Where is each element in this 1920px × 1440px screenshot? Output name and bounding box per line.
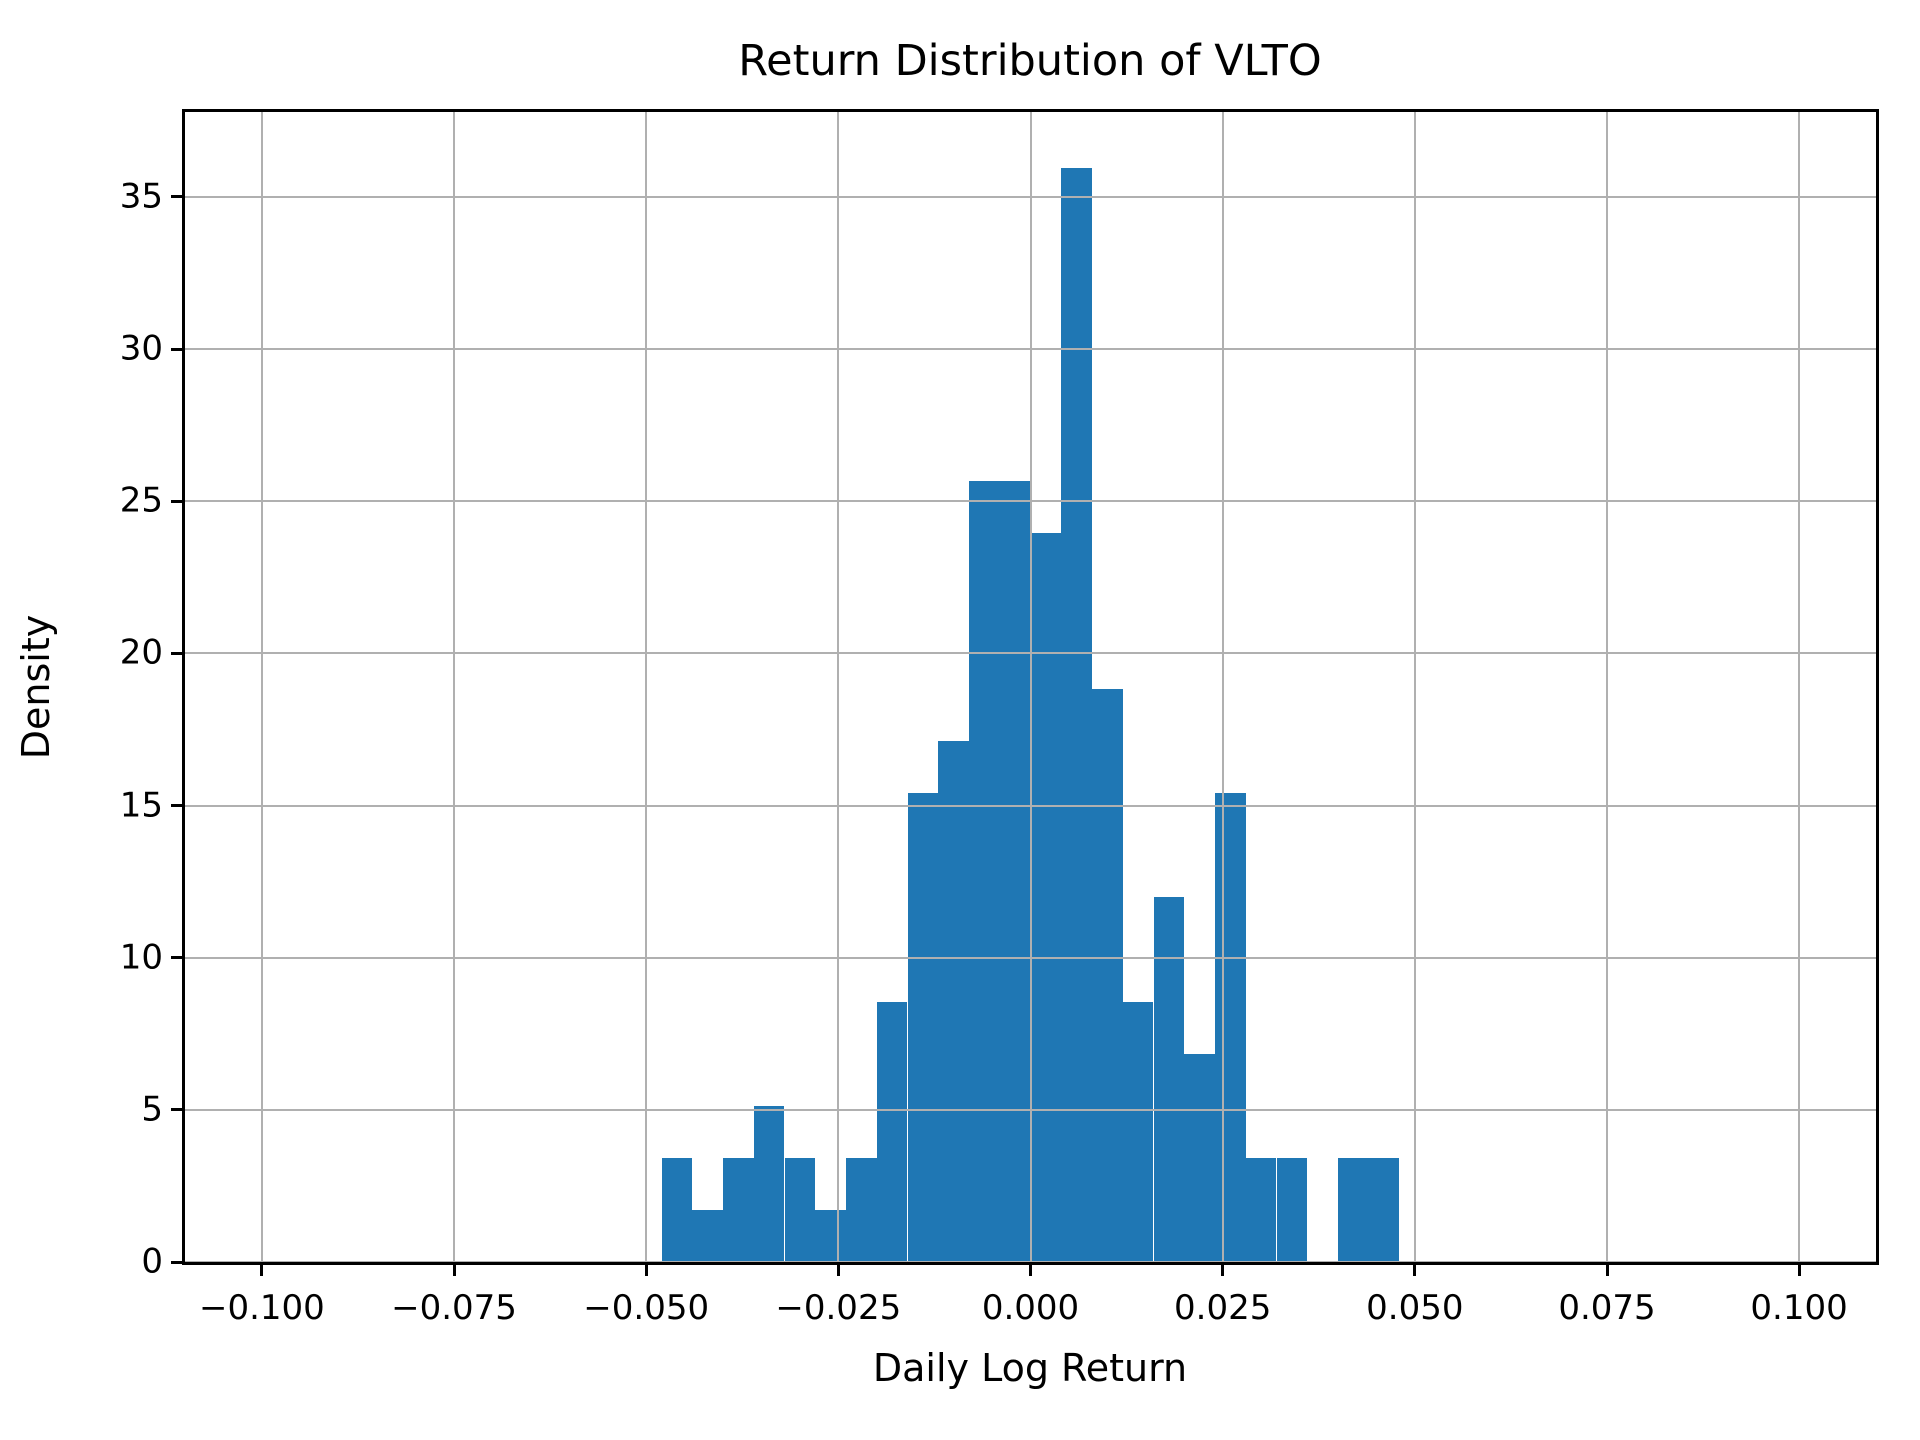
chart-title: Return Distribution of VLTO	[738, 36, 1322, 86]
histogram-bar	[1245, 1157, 1277, 1262]
y-tick	[171, 195, 185, 199]
y-tick	[171, 1260, 185, 1264]
y-tick	[171, 499, 185, 503]
y-tick-label: 35	[119, 176, 163, 217]
y-gridline	[185, 956, 1876, 959]
histogram-bar	[1061, 167, 1092, 1262]
y-tick-label: 20	[119, 632, 163, 673]
x-tick-label: 0.075	[1558, 1288, 1656, 1328]
histogram-bar	[1338, 1157, 1369, 1262]
x-gridline	[1606, 112, 1608, 1262]
histogram-bar	[1092, 688, 1123, 1262]
histogram-bar	[1122, 1001, 1154, 1262]
y-gridline	[185, 804, 1876, 807]
y-tick	[171, 347, 185, 351]
x-gridline	[1029, 112, 1032, 1262]
x-gridline	[645, 112, 648, 1262]
x-gridline	[260, 112, 263, 1262]
x-tick-label: −0.100	[198, 1288, 325, 1328]
y-gridline	[185, 1108, 1876, 1111]
x-tick	[1029, 1262, 1032, 1276]
y-tick-label: 0	[141, 1241, 163, 1282]
histogram-bar	[1276, 1157, 1308, 1262]
x-axis-label: Daily Log Return	[872, 1346, 1188, 1390]
x-tick	[452, 1262, 456, 1276]
x-gridline	[1413, 112, 1416, 1262]
histogram-bar	[1030, 532, 1062, 1262]
histogram-bar	[907, 793, 939, 1262]
y-gridline	[185, 652, 1876, 655]
histogram-bar	[661, 1157, 693, 1262]
histogram-bar	[1153, 897, 1185, 1262]
x-tick	[1797, 1262, 1801, 1276]
y-gridline	[185, 500, 1876, 503]
x-tick-label: 0.000	[981, 1288, 1080, 1328]
x-tick	[1605, 1262, 1609, 1276]
x-tick-label: 0.025	[1174, 1288, 1272, 1328]
histogram-bar	[753, 1105, 785, 1262]
y-tick	[171, 956, 185, 960]
y-axis-label: Density	[14, 614, 58, 760]
x-gridline	[837, 112, 840, 1262]
histogram-bar	[938, 741, 969, 1262]
histogram-bar	[723, 1157, 754, 1262]
y-tick-label: 15	[119, 785, 163, 826]
x-tick	[644, 1262, 648, 1276]
x-tick	[836, 1262, 840, 1276]
x-tick	[260, 1262, 264, 1276]
y-tick	[171, 804, 185, 807]
x-tick-label: −0.050	[583, 1288, 710, 1328]
y-tick-label: 5	[141, 1089, 163, 1130]
x-gridline	[453, 112, 455, 1262]
x-gridline	[1798, 112, 1801, 1262]
histogram-bar	[969, 480, 1000, 1262]
x-tick-label: −0.025	[775, 1288, 902, 1328]
histogram-bar	[846, 1157, 877, 1262]
histogram-bar	[784, 1157, 816, 1262]
x-tick-label: −0.075	[391, 1288, 517, 1328]
x-tick-label: 0.050	[1366, 1288, 1464, 1328]
x-gridline	[1221, 112, 1224, 1262]
histogram-bar	[1215, 793, 1246, 1262]
histogram-bar	[1184, 1053, 1215, 1262]
y-tick-label: 30	[119, 328, 163, 369]
y-tick-label: 10	[119, 937, 163, 978]
x-tick	[1413, 1262, 1417, 1276]
histogram-bar	[999, 480, 1031, 1262]
histogram-bar	[692, 1210, 723, 1262]
y-tick	[171, 651, 185, 655]
y-gridline	[185, 195, 1876, 198]
x-tick	[1221, 1262, 1225, 1276]
y-tick-label: 25	[119, 480, 163, 521]
histogram-bar	[876, 1001, 908, 1262]
y-gridline	[185, 348, 1876, 351]
y-tick	[171, 1108, 185, 1112]
histogram-bar	[1368, 1157, 1400, 1262]
y-gridline	[185, 1261, 1876, 1263]
x-tick-label: 0.100	[1750, 1288, 1848, 1328]
histogram-bar	[815, 1210, 846, 1262]
plot-area	[182, 109, 1879, 1265]
